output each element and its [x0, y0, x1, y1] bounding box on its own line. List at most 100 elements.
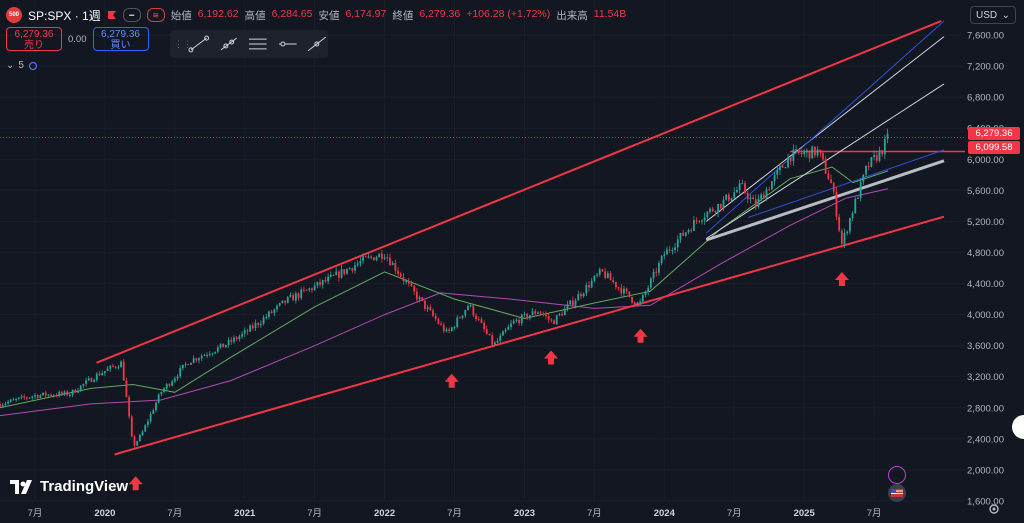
- candle-body: [418, 297, 421, 300]
- refresh-icon[interactable]: [28, 61, 38, 71]
- y-tick-label: 6,800.00: [967, 93, 1004, 104]
- candle-body: [770, 181, 773, 190]
- candle-body: [663, 254, 666, 256]
- candle-body: [795, 149, 797, 151]
- parallel-channel-tool-icon[interactable]: [247, 35, 269, 53]
- compare-icon[interactable]: ≋: [146, 8, 165, 22]
- extended-line-tool-icon[interactable]: [306, 35, 328, 53]
- candle-body: [840, 230, 843, 244]
- candle-body: [1, 404, 4, 407]
- candle-body: [152, 410, 155, 414]
- candle-body: [144, 425, 147, 432]
- up-arrow-marker: [544, 350, 559, 365]
- candle-body: [590, 280, 593, 288]
- candle-body: [90, 378, 93, 382]
- trend-line-tool-icon[interactable]: [188, 35, 210, 53]
- x-tick-label: 7月: [867, 508, 882, 519]
- candle-body: [550, 319, 553, 321]
- up-arrow-marker: [128, 476, 143, 491]
- candle-body: [160, 391, 163, 395]
- ray-tool-icon[interactable]: [218, 35, 240, 53]
- candle-body: [270, 311, 273, 313]
- candle-body: [563, 308, 566, 316]
- drag-handle-icon[interactable]: ⋮⋮: [174, 38, 192, 49]
- open-value: 6,192.62: [197, 7, 239, 20]
- candle-body: [268, 311, 270, 317]
- candle-body: [181, 364, 184, 369]
- candle-body: [114, 366, 117, 368]
- candle-body: [717, 204, 720, 213]
- last-price-tag: 6,279.36: [968, 127, 1020, 140]
- candle-body: [601, 269, 604, 272]
- candle-body: [69, 394, 71, 396]
- x-tick-label: 2025: [794, 508, 816, 519]
- candle-body: [173, 378, 176, 382]
- candle-body: [472, 305, 475, 316]
- candle-body: [450, 327, 453, 332]
- candle-body: [671, 250, 674, 252]
- candle-body: [625, 288, 628, 292]
- ma-slow-line: [0, 188, 889, 417]
- candle-body: [206, 354, 208, 356]
- candle-body: [792, 149, 795, 162]
- candle-body: [383, 257, 386, 259]
- candle-body: [738, 183, 741, 190]
- candle-body: [870, 157, 873, 167]
- buy-button[interactable]: 6,279.36 買い: [92, 27, 149, 51]
- settings-gear-icon[interactable]: [988, 503, 1000, 515]
- candle-body: [639, 301, 642, 303]
- candle-body: [816, 149, 819, 156]
- candle-body: [555, 315, 558, 325]
- candle-body: [515, 319, 518, 321]
- hide-icon[interactable]: ━: [122, 8, 141, 22]
- candle-body: [405, 280, 408, 282]
- candle-body: [749, 197, 752, 200]
- candle-body: [733, 192, 736, 198]
- candle-body: [219, 343, 222, 348]
- currency-label: USD: [976, 9, 998, 21]
- candle-body: [198, 358, 200, 361]
- y-tick-label: 7,200.00: [967, 62, 1004, 73]
- indicator-toggle[interactable]: ⌄ 5: [6, 60, 38, 71]
- candle-body: [95, 373, 98, 381]
- candle-body: [63, 391, 66, 395]
- candle-body: [835, 191, 838, 217]
- x-tick-label: 2024: [654, 508, 676, 519]
- candle-body: [313, 285, 316, 291]
- currency-select[interactable]: USD ⌄: [970, 6, 1016, 24]
- candle-body: [157, 394, 160, 403]
- flag-icon[interactable]: [107, 10, 117, 20]
- lightning-icon[interactable]: [888, 466, 906, 484]
- candle-body: [631, 296, 633, 303]
- candle-body: [502, 331, 504, 336]
- candle-body: [752, 197, 754, 200]
- candle-body: [512, 320, 515, 324]
- candle-body: [184, 364, 187, 366]
- candle-body: [477, 319, 480, 321]
- candle-body: [647, 287, 650, 292]
- sell-button[interactable]: 6,279.36 売り: [6, 27, 62, 51]
- side-panel-handle[interactable]: [1012, 415, 1024, 439]
- y-tick-label: 7,600.00: [967, 31, 1004, 42]
- candle-body: [346, 268, 348, 274]
- candle-body: [227, 339, 230, 345]
- candle-body: [241, 333, 243, 337]
- candle-body: [300, 289, 303, 298]
- candle-body: [765, 189, 768, 199]
- candle-body: [754, 199, 757, 207]
- candle-body: [440, 323, 442, 325]
- candle-body: [397, 270, 399, 274]
- candle-body: [273, 309, 276, 313]
- candle-body: [98, 373, 101, 376]
- candle-body: [757, 198, 760, 207]
- candle-body: [294, 293, 297, 301]
- horizontal-line-tool-icon[interactable]: [277, 35, 299, 53]
- candle-body: [542, 313, 545, 315]
- candle-body: [257, 323, 260, 326]
- candle-body: [558, 313, 561, 316]
- candle-body: [289, 295, 292, 297]
- symbol-name[interactable]: SP:SPX · 1週: [28, 8, 101, 23]
- us-flag-icon[interactable]: [888, 484, 906, 502]
- candle-body: [31, 396, 34, 398]
